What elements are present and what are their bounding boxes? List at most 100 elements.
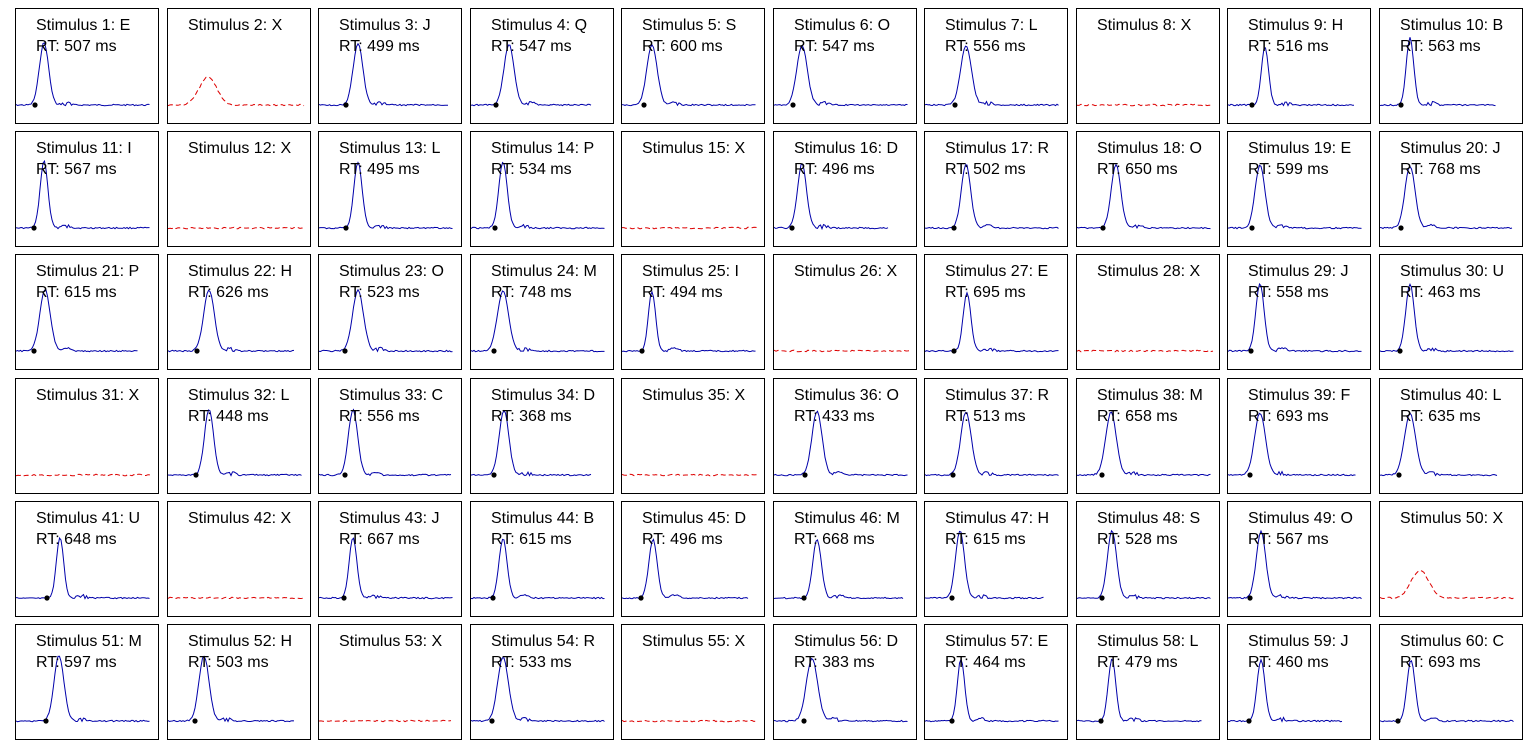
trial-panel: Stimulus 42: X bbox=[167, 501, 311, 617]
stimulus-label: Stimulus 18: O bbox=[1097, 140, 1202, 157]
reaction-time-label: RT: 513 ms bbox=[945, 408, 1026, 425]
reaction-time-label: RT: 528 ms bbox=[1097, 531, 1178, 548]
stimulus-label: Stimulus 46: M bbox=[794, 510, 900, 527]
response-trace bbox=[16, 159, 150, 230]
trial-panel: Stimulus 27: E RT: 695 ms bbox=[924, 254, 1068, 370]
stimulus-label: Stimulus 17: R bbox=[945, 140, 1050, 157]
onset-marker bbox=[1247, 595, 1253, 601]
reaction-time-label: RT: 494 ms bbox=[642, 284, 723, 301]
trial-panel: Stimulus 16: D RT: 496 ms bbox=[773, 131, 917, 247]
trial-panel: Stimulus 33: C RT: 556 ms bbox=[318, 378, 462, 494]
trial-panel: Stimulus 53: X bbox=[318, 624, 462, 740]
onset-marker bbox=[493, 102, 499, 108]
response-trace bbox=[16, 536, 150, 600]
trial-panel: Stimulus 55: X bbox=[621, 624, 765, 740]
trial-panel: Stimulus 5: S RT: 600 ms bbox=[621, 8, 765, 124]
trial-plot bbox=[471, 44, 592, 108]
no-response-trace bbox=[168, 226, 305, 230]
trial-panel: Stimulus 26: X bbox=[773, 254, 917, 370]
onset-marker bbox=[1246, 718, 1252, 724]
onset-marker bbox=[1247, 472, 1253, 478]
response-trace bbox=[774, 163, 889, 231]
response-trace bbox=[16, 655, 150, 723]
trial-panel: Stimulus 35: X bbox=[621, 378, 765, 494]
response-trace bbox=[1380, 412, 1498, 477]
reaction-time-label: RT: 668 ms bbox=[794, 531, 875, 548]
trial-plot bbox=[622, 290, 756, 354]
response-trace bbox=[471, 290, 605, 353]
reaction-time-label: RT: 463 ms bbox=[1400, 284, 1481, 301]
trial-plot bbox=[168, 289, 295, 354]
stimulus-label: Stimulus 57: E bbox=[945, 633, 1049, 650]
trial-panel: Stimulus 11: I RT: 567 ms bbox=[15, 131, 159, 247]
trial-plot bbox=[1228, 529, 1362, 601]
trial-panel: Stimulus 34: D RT: 368 ms bbox=[470, 378, 614, 494]
stimulus-label: Stimulus 10: B bbox=[1400, 17, 1504, 34]
response-trace bbox=[1077, 411, 1211, 477]
trial-panel: Stimulus 32: L RT: 448 ms bbox=[167, 378, 311, 494]
stimulus-label: Stimulus 5: S bbox=[642, 17, 737, 34]
reaction-time-label: RT: 499 ms bbox=[339, 38, 420, 55]
response-trace bbox=[1077, 658, 1202, 723]
trial-plot bbox=[774, 657, 908, 724]
response-trace bbox=[925, 657, 1059, 723]
onset-marker bbox=[31, 225, 37, 231]
no-response-trace bbox=[622, 226, 759, 230]
stimulus-label: Stimulus 24: M bbox=[491, 263, 597, 280]
stimulus-label: Stimulus 45: D bbox=[642, 510, 747, 527]
trial-plot bbox=[1228, 412, 1356, 478]
trial-plot bbox=[168, 409, 302, 478]
trial-panel: Stimulus 31: X bbox=[15, 378, 159, 494]
stimulus-label: Stimulus 43: J bbox=[339, 510, 440, 527]
response-trace bbox=[925, 291, 1059, 353]
reaction-time-label: RT: 523 ms bbox=[339, 284, 420, 301]
trial-plot bbox=[1228, 282, 1362, 354]
stimulus-label: Stimulus 28: X bbox=[1097, 263, 1201, 280]
reaction-time-label: RT: 626 ms bbox=[188, 284, 269, 301]
trial-plot bbox=[774, 410, 908, 478]
onset-marker bbox=[790, 102, 796, 108]
response-trace bbox=[925, 412, 1059, 477]
trial-plot bbox=[622, 719, 758, 723]
stimulus-label: Stimulus 40: L bbox=[1400, 387, 1502, 404]
trial-panel: Stimulus 6: O RT: 547 ms bbox=[773, 8, 917, 124]
trial-plot bbox=[319, 719, 452, 723]
stimulus-label: Stimulus 22: H bbox=[188, 263, 293, 280]
trial-panel: Stimulus 18: O RT: 650 ms bbox=[1076, 131, 1220, 247]
reaction-time-label: RT: 460 ms bbox=[1248, 654, 1329, 671]
reaction-time-label: RT: 615 ms bbox=[945, 531, 1026, 548]
reaction-time-label: RT: 507 ms bbox=[36, 38, 117, 55]
trial-panel: Stimulus 52: H RT: 503 ms bbox=[167, 624, 311, 740]
trial-plot bbox=[1380, 412, 1498, 478]
onset-marker bbox=[31, 348, 37, 354]
response-trace bbox=[1077, 529, 1211, 600]
trial-plot bbox=[622, 226, 759, 230]
onset-marker bbox=[43, 718, 49, 724]
onset-marker bbox=[949, 718, 955, 724]
reaction-time-label: RT: 556 ms bbox=[339, 408, 420, 425]
response-trace bbox=[1228, 412, 1356, 477]
trial-panel: Stimulus 30: U RT: 463 ms bbox=[1379, 254, 1523, 370]
onset-marker bbox=[343, 102, 349, 108]
onset-marker bbox=[492, 225, 498, 231]
reaction-time-label: RT: 547 ms bbox=[491, 38, 572, 55]
response-trace bbox=[925, 530, 1044, 600]
stimulus-label: Stimulus 53: X bbox=[339, 633, 443, 650]
trial-panel: Stimulus 24: M RT: 748 ms bbox=[470, 254, 614, 370]
trial-panel: Stimulus 43: J RT: 667 ms bbox=[318, 501, 462, 617]
trial-plot bbox=[471, 290, 605, 354]
stimulus-label: Stimulus 27: E bbox=[945, 263, 1049, 280]
onset-marker bbox=[638, 595, 644, 601]
trial-panel: Stimulus 21: P RT: 615 ms bbox=[15, 254, 159, 370]
stimulus-label: Stimulus 36: O bbox=[794, 387, 899, 404]
stimulus-label: Stimulus 60: C bbox=[1400, 633, 1505, 650]
stimulus-label: Stimulus 13: L bbox=[339, 140, 441, 157]
stimulus-label: Stimulus 29: J bbox=[1248, 263, 1349, 280]
trial-panel: Stimulus 49: O RT: 567 ms bbox=[1227, 501, 1371, 617]
response-trace bbox=[1228, 164, 1362, 230]
trial-plot bbox=[319, 161, 453, 231]
trial-panel: Stimulus 4: Q RT: 547 ms bbox=[470, 8, 614, 124]
stimulus-label: Stimulus 20: J bbox=[1400, 140, 1501, 157]
onset-marker bbox=[1395, 718, 1401, 724]
